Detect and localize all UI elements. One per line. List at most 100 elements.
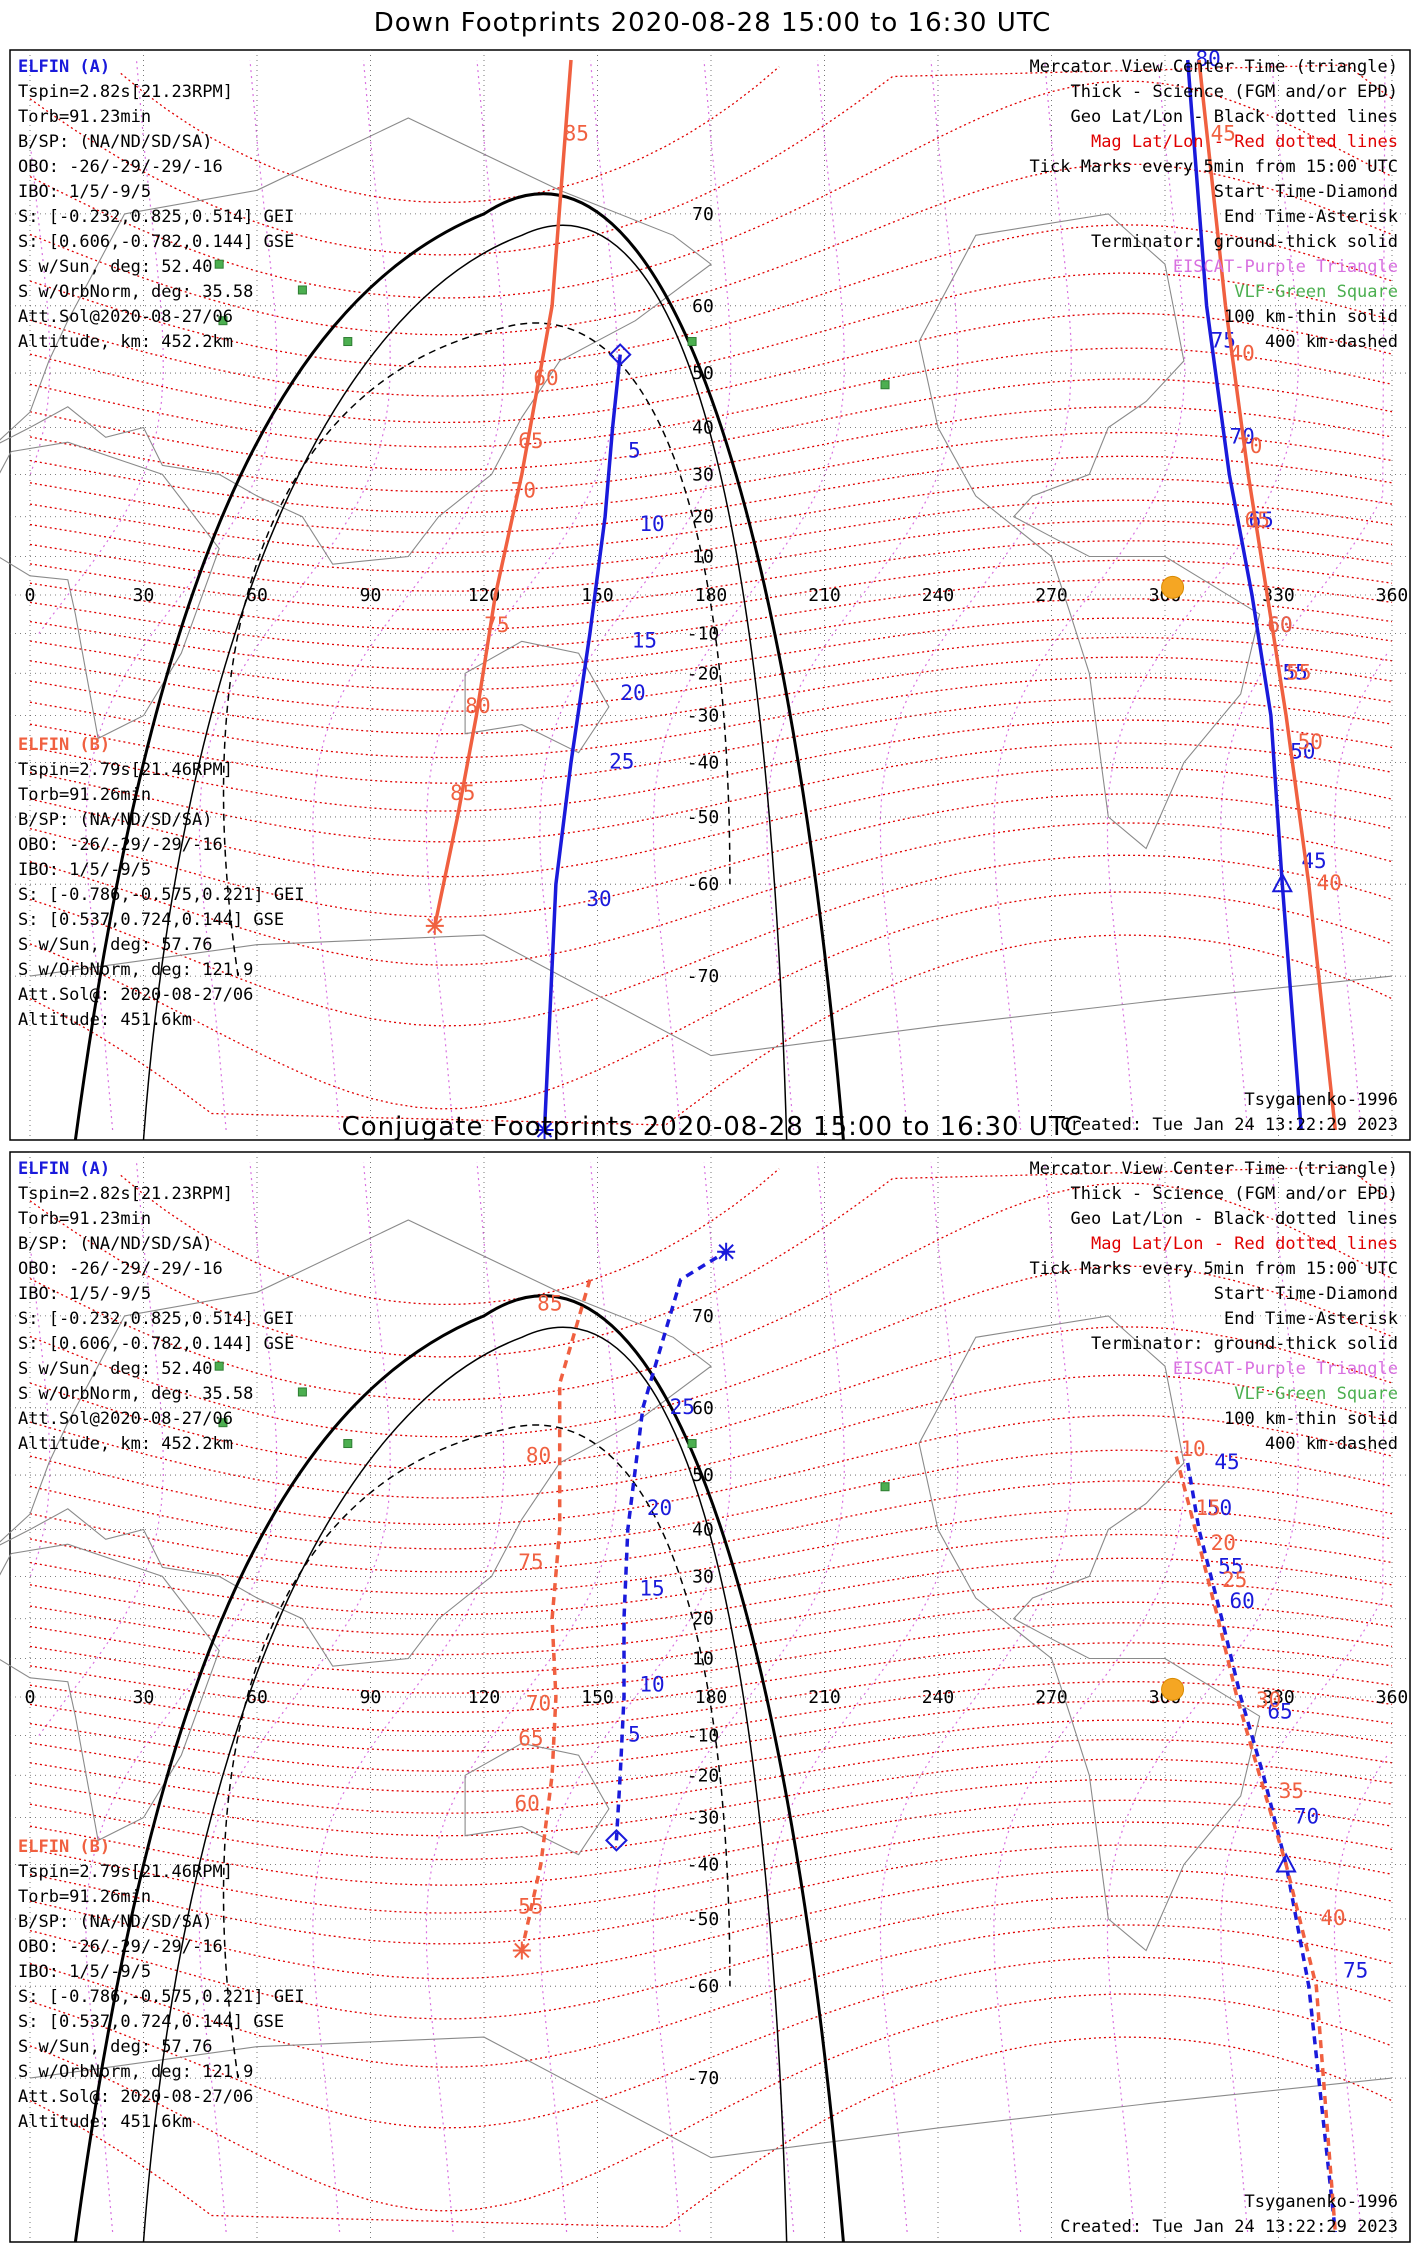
mag-meridian-line (1333, 1754, 1388, 2233)
elfin-b-header: ELFIN (B) (18, 1837, 110, 1857)
elfin-a-tick-label: 30 (586, 887, 611, 911)
vlf-station-square (343, 1439, 353, 1449)
elfin-a-tick-label: 60 (1230, 1589, 1255, 1613)
mag-latitude-line (29, 656, 1393, 735)
end-time-asterisk (425, 916, 444, 935)
legend-entry: Tick Marks every 5min from 15:00 UTC (1030, 1259, 1398, 1279)
elfin-a-header: ELFIN (A) (18, 1159, 110, 1179)
elfin-b-tick-label: 65 (1245, 508, 1270, 532)
elfin-b-tick-label: 55 (1286, 660, 1311, 684)
elfin-a-info-line: Torb=91.23min (18, 107, 151, 127)
x-tick-label: 360 (1376, 1687, 1409, 1708)
mag-latitude-line (29, 1821, 1393, 1914)
y-tick-label: 10 (692, 546, 714, 567)
elfin-b-tick-label: 45 (1211, 121, 1236, 145)
mag-latitude-line (29, 891, 1393, 1110)
mag-latitude-line (29, 431, 1393, 514)
elfin-a-info-line: IBO: 1/5/-9/5 (18, 1284, 151, 1304)
legend-entry: End Time-Asterisk (1224, 207, 1398, 227)
x-tick-label: 0 (25, 585, 36, 606)
elfin-b-info-line: Att.Sol@: 2020-08-27/06 (18, 2087, 253, 2107)
y-tick-label: 40 (692, 417, 714, 438)
elfin-b-info-line: S w/OrbNorm, deg: 121.9 (18, 2062, 253, 2082)
elfin-a-tick-label: 5 (628, 1723, 641, 1747)
mag-latitude-line (29, 1956, 1393, 2129)
legend-entry: Mercator View Center Time (triangle) (1030, 57, 1398, 77)
x-tick-label: 240 (922, 585, 955, 606)
vlf-station-square (343, 337, 353, 347)
x-tick-label: 270 (1035, 1687, 1068, 1708)
elfin-b-info-line: OBO: -26/-29/-29/-16 (18, 835, 223, 855)
y-tick-label: 30 (692, 1566, 714, 1587)
center-time-triangle (1271, 872, 1293, 893)
y-tick-label: -40 (687, 753, 720, 774)
elfin-a-tick-label: 55 (1218, 1554, 1243, 1578)
continent-outline (918, 213, 1261, 850)
y-tick-label: -20 (687, 1765, 720, 1786)
elfin-a-tick-label: 10 (639, 1672, 664, 1696)
elfin-b-tick-label: 70 (1237, 434, 1262, 458)
elfin-b-tick-label: 55 (518, 1894, 543, 1918)
mag-latitude-line (120, 66, 780, 204)
elfin-b-footprint-track (520, 1279, 592, 1951)
elfin-a-tick-label: 50 (1207, 1496, 1232, 1520)
sun-icon (1161, 575, 1185, 599)
elfin-a-info-line: Torb=91.23min (18, 1209, 151, 1229)
elfin-a-tick-label: 20 (647, 1496, 672, 1520)
elfin-a-tick-label: 5 (628, 439, 641, 463)
y-tick-label: 10 (692, 1648, 714, 1669)
mag-meridian-line (652, 59, 845, 1131)
panel-title-conjugate: Conjugate Footprints 2020-08-28 15:00 to… (341, 1112, 1084, 1142)
mag-latitude-line (29, 1622, 1393, 1694)
mag-meridian-line (766, 1161, 959, 2233)
elfin-a-info-line: OBO: -26/-29/-29/-16 (18, 157, 223, 177)
elfin-b-tick-label: 20 (1211, 1531, 1236, 1555)
mercator-map-conjugate: 0306090120150180210240270300330360706050… (0, 1151, 1411, 2243)
x-tick-label: 330 (1262, 1687, 1295, 1708)
y-tick-label: -60 (687, 874, 720, 895)
elfin-b-tick-label: 50 (1298, 730, 1323, 754)
continent-outline (29, 934, 1393, 1057)
x-tick-label: 30 (133, 1687, 155, 1708)
start-time-diamond (605, 1828, 628, 1852)
mag-meridian-line (879, 1161, 1072, 2233)
mag-latitude-line (29, 1799, 1393, 1886)
mag-meridian-line (1106, 1161, 1299, 2233)
mag-latitude-line (29, 64, 1393, 256)
elfin-b-tick-label: 30 (1256, 1688, 1281, 1712)
mag-meridian-line (539, 59, 732, 1131)
elfin-a-tick-label: 20 (620, 681, 645, 705)
elfin-b-info-line: Tspin=2.79s[21.46RPM] (18, 1862, 233, 1882)
x-tick-label: 330 (1262, 585, 1295, 606)
mag-latitude-line (29, 579, 1393, 650)
elfin-a-footprint-track (1185, 59, 1303, 1131)
end-time-asterisk (717, 1242, 736, 1261)
elfin-b-tick-label: 75 (518, 1550, 543, 1574)
y-tick-label: 30 (692, 464, 714, 485)
elfin-a-tick-label: 15 (632, 628, 657, 652)
vlf-station-square (218, 316, 228, 326)
elfin-b-info-line: IBO: 1/5/-9/5 (18, 1962, 151, 1982)
elfin-b-info-line: Att.Sol@: 2020-08-27/06 (18, 985, 253, 1005)
y-tick-label: -10 (687, 1726, 720, 1747)
mag-latitude-line (29, 520, 1393, 592)
legend-entry: Terminator: ground-thick solid (1091, 1334, 1398, 1354)
elfin-b-tick-label: 10 (1180, 1437, 1205, 1461)
mag-meridian-line (766, 59, 959, 1131)
mag-latitude-line (29, 1326, 1393, 1470)
legend-entry: VLF-Green Square (1234, 282, 1398, 302)
continent-outline (29, 2036, 1393, 2159)
elfin-a-tick-label: 55 (1283, 660, 1308, 684)
elfin-a-tick-label: 50 (1290, 740, 1315, 764)
mag-latitude-line (29, 272, 1393, 397)
x-tick-label: 90 (360, 585, 382, 606)
terminator-400km-line (222, 322, 731, 977)
legend-entry: Start Time-Diamond (1214, 1284, 1398, 1304)
elfin-b-tick-label: 40 (1230, 342, 1255, 366)
elfin-b-tick-label: 70 (526, 1692, 551, 1716)
elfin-a-info-line: S: [-0.232,0.825,0.514] GEI (18, 1309, 294, 1329)
mag-latitude-line (29, 1681, 1393, 1752)
elfin-a-info-line: S w/Sun, deg: 52.40 (18, 1359, 212, 1379)
mag-latitude-line (29, 1642, 1393, 1713)
y-tick-label: -60 (687, 1976, 720, 1997)
